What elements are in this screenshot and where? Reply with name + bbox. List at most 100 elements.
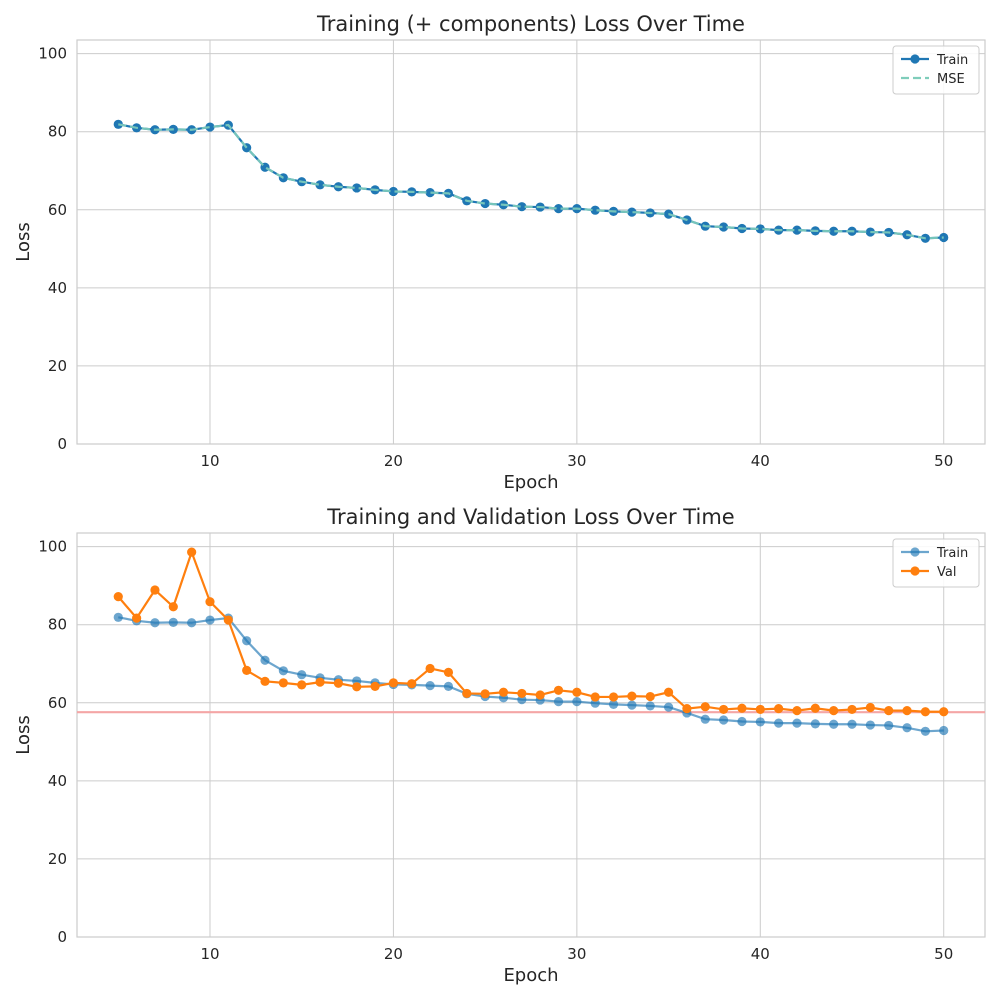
data-point [113,592,123,602]
data-point [352,183,362,193]
data-point [792,718,802,728]
data-point [590,692,600,702]
data-point [572,687,582,697]
data-point [168,617,178,627]
data-point [425,681,435,691]
data-point [462,688,472,699]
data-point [168,602,178,612]
data-point [920,726,930,736]
data-point [627,691,637,701]
x-tick-label: 20 [384,452,403,470]
y-tick-label: 100 [38,45,67,63]
y-tick-label: 40 [48,279,67,297]
data-point [242,665,252,675]
y-tick-label: 20 [48,357,67,375]
data-point [792,225,802,235]
data-point [774,718,784,728]
data-point [370,681,380,692]
data-point [700,702,710,712]
plot-area [76,39,986,445]
data-point [847,719,857,729]
series-line-mse [118,123,944,240]
data-point [150,585,160,595]
y-tick-label: 60 [48,201,67,219]
data-point [498,687,509,697]
x-tick-label: 10 [200,452,219,470]
data-point [884,720,894,731]
legend-marker [910,566,920,576]
data-point [425,663,435,674]
data-point [755,224,765,234]
data-point [829,719,839,729]
data-point [535,690,545,700]
data-point [939,725,949,736]
data-point [663,687,674,697]
data-point [810,719,820,729]
y-tick-label: 20 [48,850,67,868]
data-point [187,618,197,628]
data-point [865,720,875,730]
data-point [132,613,142,623]
data-point [902,723,912,733]
data-point [425,188,435,198]
data-point [223,615,233,625]
x-axis-label: Epoch [503,965,558,986]
x-tick-label: 10 [200,945,219,963]
data-point [645,701,655,711]
plot-area [76,532,986,938]
series-val [113,547,949,717]
chart-title: Training and Validation Loss Over Time [326,505,734,529]
data-point [810,703,820,713]
legend-label: Train [936,546,968,561]
y-axis-label: Loss [13,222,34,261]
x-axis-label: Epoch [503,472,558,493]
data-point [205,122,215,132]
data-point [517,202,527,212]
y-tick-label: 0 [57,928,67,946]
chart-2: 0 20 40 60 80 100 10 20 30 40 50 Train Val Training a… [13,505,986,986]
data-point [847,704,857,715]
data-point [755,704,765,715]
legend-label: Val [937,565,956,580]
legend-label: Train [936,53,968,68]
y-tick-label: 80 [48,616,67,634]
data-point [553,697,564,707]
data-point [297,670,307,680]
data-point [388,678,399,688]
data-point [205,597,215,607]
data-point [700,714,710,724]
legend-label: MSE [937,72,965,87]
data-point [792,706,802,716]
legend-marker [910,547,920,557]
x-tick-label: 40 [751,452,770,470]
x-tick-label: 20 [384,945,403,963]
data-point [205,615,215,625]
data-point [774,704,784,714]
data-point [865,702,875,713]
data-point [388,186,399,197]
chart-1: 0 20 40 60 80 100 10 20 30 40 50 Train MSE Training (… [13,12,986,493]
y-tick-label: 40 [48,772,67,790]
data-point [590,205,600,215]
legend: Train MSE [892,45,980,95]
data-point [278,678,288,688]
series-line-train [118,616,944,733]
data-point [443,681,454,692]
data-point [608,692,619,702]
data-point [645,691,655,702]
data-point [480,198,490,209]
data-point [278,666,288,676]
data-point [719,222,729,232]
data-point [315,180,325,190]
data-point [902,706,912,716]
data-point [113,612,123,622]
data-point [884,706,894,716]
y-axis-label: Loss [13,715,34,754]
x-tick-label: 30 [567,945,586,963]
data-point [553,685,564,695]
data-point [663,702,674,712]
y-tick-label: 0 [57,435,67,453]
x-tick-label: 50 [934,452,953,470]
